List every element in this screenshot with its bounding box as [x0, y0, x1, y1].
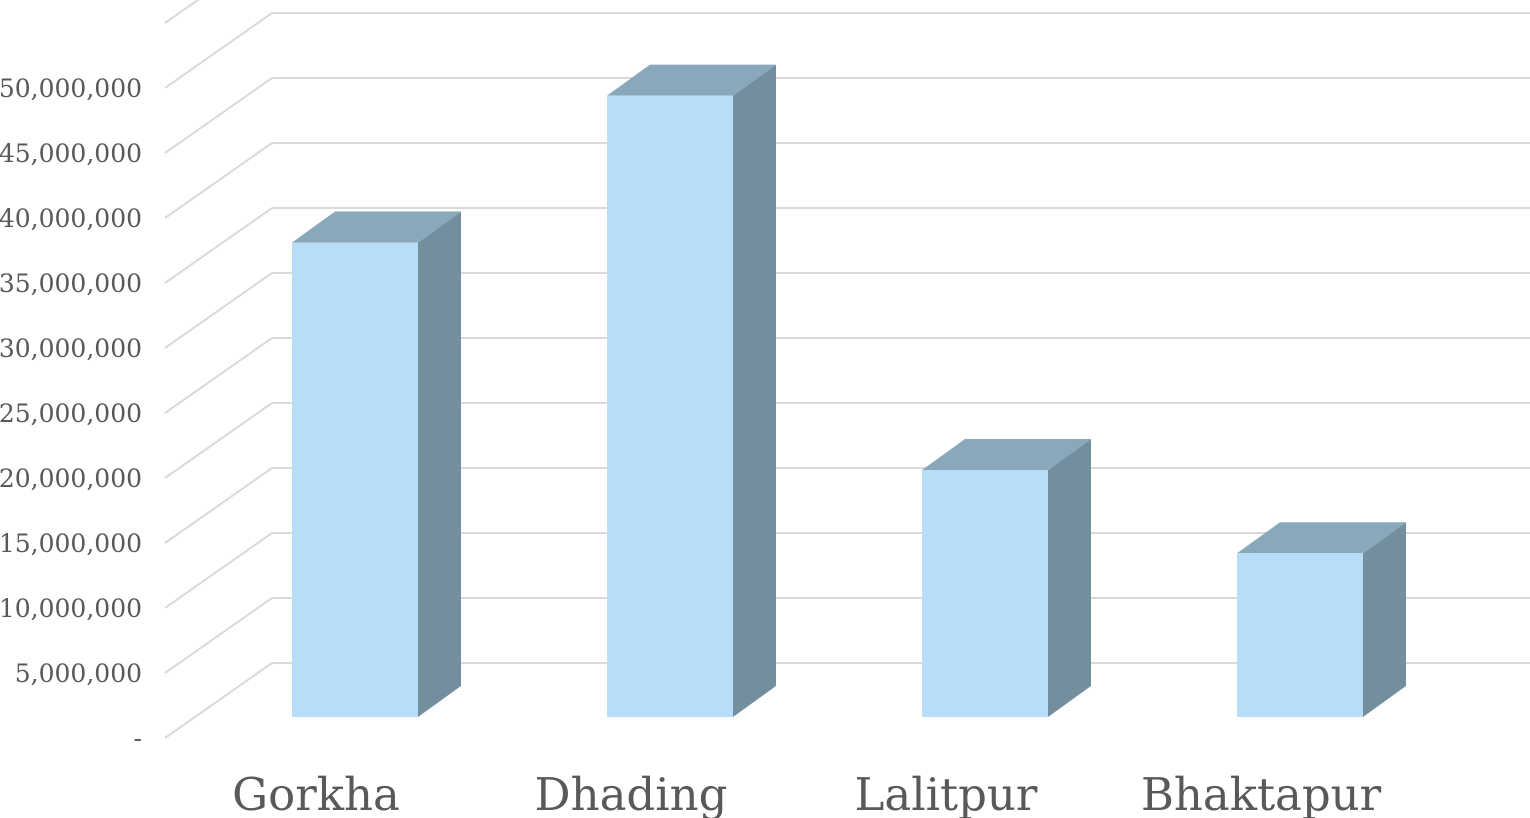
x-tick-label-dhading: Dhading	[535, 768, 728, 818]
bar-dhading	[607, 64, 776, 718]
bar-bhaktapur	[1237, 522, 1406, 717]
bar-front-face	[1237, 553, 1363, 717]
gridline-side-8	[164, 142, 273, 219]
bar-lalitpur	[922, 439, 1091, 717]
x-axis-tick-labels: Gorkha Dhading Lalitpur Bhaktapur	[232, 768, 1381, 818]
gridline-side-2	[164, 532, 273, 609]
gridline-side-9	[164, 77, 273, 154]
y-tick-label: 20,000,000	[0, 464, 142, 493]
bar-top-face	[292, 211, 461, 243]
bar-front-face	[607, 95, 733, 718]
x-tick-label-lalitpur: Lalitpur	[855, 768, 1038, 818]
gridline-side-1	[164, 597, 273, 674]
bar-side-face	[1363, 522, 1406, 717]
y-tick-label: 30,000,000	[0, 334, 142, 363]
gridline-side-10	[164, 12, 273, 89]
gridline-side-0	[164, 662, 273, 739]
y-tick-label: 50,000,000	[0, 74, 142, 103]
y-tick-label: 5,000,000	[15, 659, 142, 688]
x-tick-label-gorkha: Gorkha	[232, 768, 400, 818]
bar-top-face	[607, 64, 776, 96]
bars	[292, 64, 1406, 718]
y-tick-label: 45,000,000	[0, 139, 142, 168]
gridline-side-top	[164, 0, 200, 24]
y-tick-label: 10,000,000	[0, 594, 142, 623]
bar-front-face	[292, 242, 418, 717]
gridline-side-7	[164, 207, 273, 284]
y-tick-label: 40,000,000	[0, 204, 142, 233]
bar-top-face	[922, 439, 1091, 470]
x-tick-label-bhaktapur: Bhaktapur	[1141, 768, 1382, 818]
bar-front-face	[922, 470, 1048, 717]
bar-side-face	[733, 64, 776, 718]
bar-top-face	[1237, 522, 1406, 554]
gridlines	[164, 0, 1530, 739]
y-axis-tick-labels: - 5,000,000 10,000,000 15,000,000 20,000,000…	[0, 74, 142, 753]
gridline-side-3	[164, 467, 273, 544]
bar-side-face	[1048, 439, 1091, 717]
gridline-side-5	[164, 337, 273, 414]
y-tick-label: 35,000,000	[0, 269, 142, 298]
y-tick-label: 25,000,000	[0, 399, 142, 428]
y-tick-label: -	[134, 724, 142, 753]
bar-gorkha	[292, 211, 461, 717]
bar-side-face	[418, 211, 461, 717]
y-tick-label: 15,000,000	[0, 529, 142, 558]
gridline-side-6	[164, 272, 273, 349]
gridline-side-4	[164, 402, 273, 479]
